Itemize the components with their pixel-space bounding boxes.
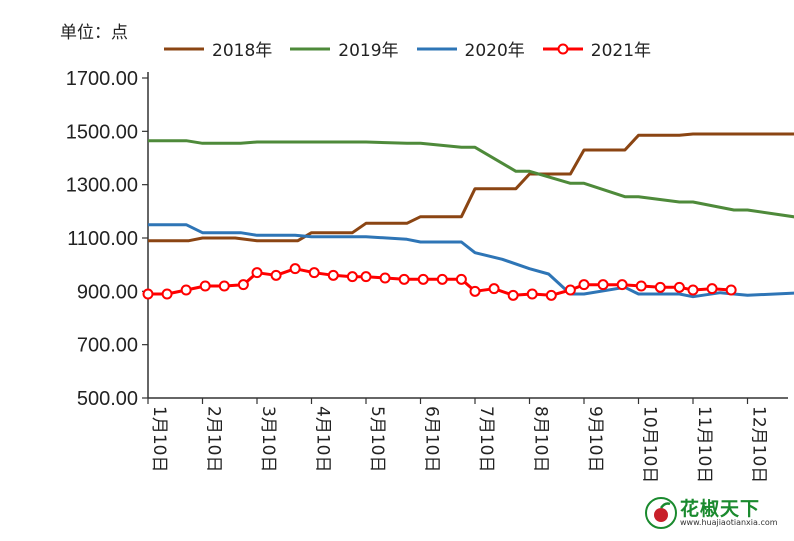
- data-point: [564, 284, 576, 296]
- data-point: [161, 288, 173, 300]
- data-point: [417, 273, 429, 285]
- watermark-text: 花椒天下: [680, 498, 761, 520]
- x-tick-label: 2月10日: [204, 406, 224, 472]
- series-line-0: [148, 132, 794, 243]
- y-tick-label: 900.00: [77, 281, 138, 303]
- x-tick-label: 10月10日: [640, 406, 660, 483]
- data-point: [673, 281, 685, 293]
- legend-label: 2019年: [338, 41, 399, 61]
- data-point: [346, 271, 358, 283]
- x-tick-label: 3月10日: [258, 406, 278, 472]
- y-tick-label: 1100.00: [67, 228, 138, 250]
- x-tick-label: 9月10日: [585, 406, 605, 472]
- y-tick-label: 700.00: [77, 335, 138, 357]
- data-point: [289, 263, 301, 275]
- legend-label: 2020年: [464, 41, 525, 61]
- x-tick-label: 8月10日: [531, 406, 551, 472]
- legend-label: 2021年: [590, 41, 652, 61]
- x-tick-label: 12月10日: [749, 406, 769, 483]
- data-point: [436, 273, 448, 285]
- series-line-2: [148, 223, 794, 299]
- y-tick-label: 1700.00: [66, 68, 138, 90]
- x-tick-label: 6月10日: [422, 406, 442, 472]
- data-point: [237, 279, 249, 291]
- legend-label: 2018年: [212, 41, 273, 61]
- data-point: [616, 279, 628, 291]
- data-point: [597, 279, 609, 291]
- x-tick-label: 5月10日: [367, 406, 387, 472]
- y-tick-label: 500.00: [77, 388, 138, 410]
- legend: 2018年 2019年 2020年 2021年: [162, 36, 651, 61]
- data-point: [725, 284, 737, 296]
- data-point: [199, 280, 211, 292]
- legend-item-1: 2019年: [288, 36, 399, 61]
- data-point: [218, 280, 230, 292]
- data-point: [507, 289, 519, 301]
- data-point: [270, 269, 282, 281]
- data-point: [327, 269, 339, 281]
- legend-item-0: 2018年: [162, 36, 272, 61]
- data-point: [142, 288, 154, 300]
- data-point: [635, 280, 647, 292]
- y-tick-label: 1300.00: [66, 175, 138, 197]
- data-point: [251, 267, 263, 279]
- data-point: [706, 283, 718, 295]
- x-tick-label: 4月10日: [313, 406, 333, 472]
- legend-swatch: [542, 43, 583, 54]
- x-tick-label: 1月10日: [149, 406, 169, 472]
- data-point: [526, 288, 538, 300]
- data-point: [398, 273, 410, 285]
- data-point: [488, 283, 500, 295]
- pepper-logo-icon: [645, 497, 677, 529]
- data-point: [469, 285, 481, 297]
- data-point: [180, 284, 192, 296]
- data-point: [379, 272, 391, 284]
- legend-swatch: [290, 47, 331, 50]
- legend-item-3: 2021年: [541, 36, 651, 61]
- y-tick-label: 1500.00: [66, 121, 138, 143]
- x-tick-label: 7月10日: [476, 406, 496, 472]
- x-tick-label: 11月10日: [694, 406, 714, 483]
- data-point: [687, 284, 699, 296]
- data-point: [360, 271, 372, 283]
- data-point: [545, 289, 557, 301]
- legend-swatch: [416, 47, 457, 50]
- data-point: [654, 281, 666, 293]
- legend-swatch: [164, 47, 204, 50]
- watermark: 花椒天下 www.huajiaotianxia.com: [644, 492, 784, 536]
- data-point: [455, 273, 467, 285]
- data-point: [578, 279, 590, 291]
- unit-label: 单位：点: [60, 23, 128, 43]
- watermark-url: www.huajiaotianxia.com: [680, 518, 778, 527]
- data-point: [308, 267, 320, 279]
- legend-item-2: 2020年: [415, 36, 525, 61]
- series-line-1: [148, 139, 794, 219]
